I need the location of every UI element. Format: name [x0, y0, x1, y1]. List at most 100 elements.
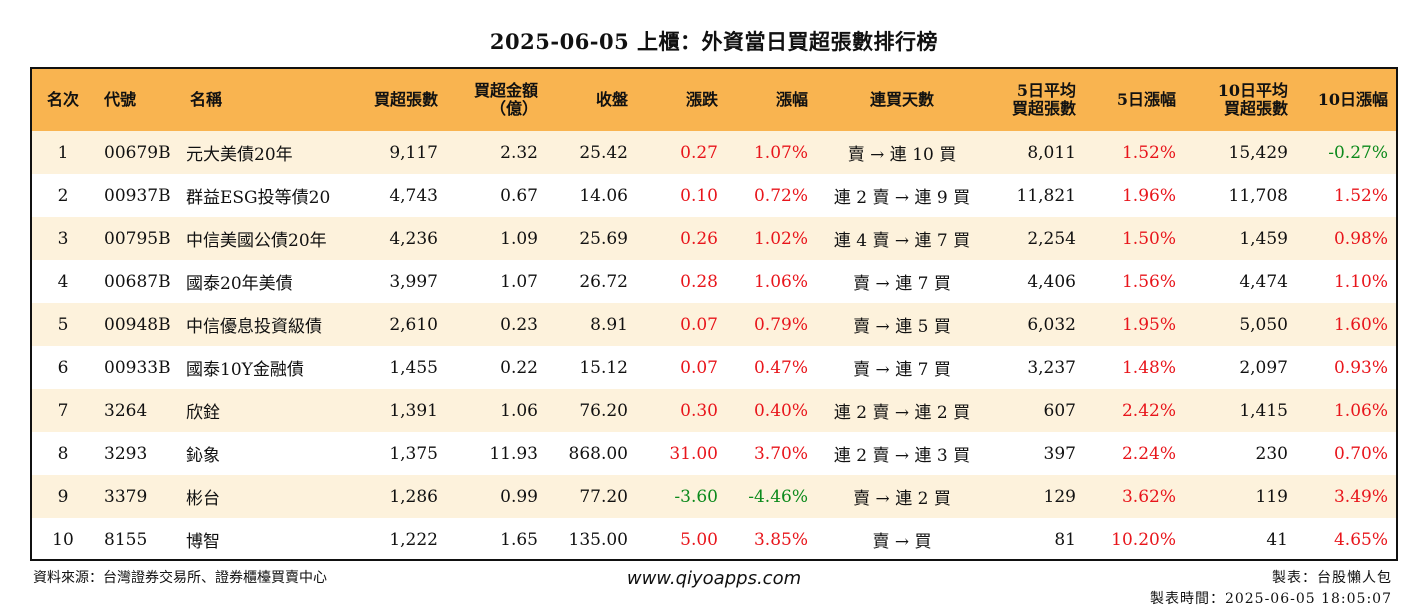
change-cell: 0.07 [680, 314, 718, 335]
change-pct-cell: -4.46% [748, 486, 808, 507]
avg5-cell: 4,406 [1027, 271, 1076, 292]
change-pct-cell: 3.85% [753, 529, 808, 550]
code-cell: 3264 [104, 400, 148, 421]
table-row: 9 3379 彬台 1,286 0.99 77.20 -3.60 -4.46% 賣 → 連 2 … [32, 475, 1396, 518]
header-avg10-line2: 買超張數 [1223, 99, 1288, 118]
header-chg5: 5日漲幅 [1116, 90, 1176, 109]
header-net-buy-lots: 買超張數 [373, 90, 438, 109]
code-cell: 00948B [104, 314, 171, 335]
avg10-cell: 11,708 [1228, 185, 1288, 206]
avg10-cell: 1,415 [1239, 400, 1288, 421]
chg5-cell: 1.48% [1121, 357, 1176, 378]
header-rank: 名次 [46, 90, 79, 109]
chg5-cell: 1.52% [1121, 142, 1176, 163]
name-cell: 國泰10Y金融債 [186, 360, 304, 380]
avg10-cell: 119 [1255, 486, 1288, 507]
net-buy-amount-cell: 0.67 [500, 185, 538, 206]
name-cell: 國泰20年美債 [186, 274, 293, 294]
table-row: 3 00795B 中信美國公債20年 4,236 1.09 25.69 0.26 1.02% 連… [32, 217, 1396, 260]
ranking-table: 名次 代號 名稱 買超張數 買超金額 （億） 收盤 漲跌 漲幅 連買天數 5日平… [32, 69, 1396, 559]
chg5-cell: 3.62% [1121, 486, 1176, 507]
avg5-cell: 397 [1043, 443, 1076, 464]
avg10-cell: 2,097 [1239, 357, 1288, 378]
change-cell: 5.00 [680, 529, 718, 550]
table-body: 1 00679B 元大美債20年 9,117 2.32 25.42 0.27 1.07% 賣 →… [32, 131, 1396, 559]
net-buy-lots-cell: 1,222 [389, 529, 438, 550]
chg5-cell: 1.95% [1121, 314, 1176, 335]
name-cell: 群益ESG投等債20 [186, 188, 331, 208]
rank-cell: 5 [57, 314, 69, 335]
close-cell: 25.42 [579, 142, 628, 163]
code-cell: 3379 [104, 486, 148, 507]
table-row: 8 3293 鈊象 1,375 11.93 868.00 31.00 3.70% 連 2 賣 →… [32, 432, 1396, 475]
chg10-cell: 0.98% [1333, 228, 1388, 249]
table-row: 1 00679B 元大美債20年 9,117 2.32 25.42 0.27 1.07% 賣 →… [32, 131, 1396, 174]
name-cell: 博智 [186, 532, 220, 552]
header-chg10: 10日漲幅 [1317, 90, 1388, 109]
name-cell: 彬台 [186, 489, 220, 509]
data-source: 資料來源：台灣證券交易所、證券櫃檯買賣中心 [33, 570, 327, 586]
net-buy-lots-cell: 3,997 [389, 271, 438, 292]
change-pct-cell: 1.06% [753, 271, 808, 292]
chg10-cell: 1.10% [1333, 271, 1388, 292]
chg10-cell: 4.65% [1333, 529, 1388, 550]
table-row: 5 00948B 中信優息投資級債 2,610 0.23 8.91 0.07 0.79% 賣 →… [32, 303, 1396, 346]
close-cell: 25.69 [579, 228, 628, 249]
avg5-cell: 81 [1054, 529, 1076, 550]
rank-cell: 8 [57, 443, 69, 464]
table-row: 7 3264 欣銓 1,391 1.06 76.20 0.30 0.40% 連 2 賣 → 連 … [32, 389, 1396, 432]
streak-cell: 連 2 賣 → 連 9 買 [833, 188, 971, 208]
net-buy-lots-cell: 1,455 [389, 357, 438, 378]
code-cell: 00687B [104, 271, 171, 292]
chg10-cell: 3.49% [1333, 486, 1388, 507]
name-cell: 中信優息投資級債 [186, 317, 322, 337]
name-cell: 元大美債20年 [186, 145, 293, 165]
name-cell: 欣銓 [186, 403, 220, 423]
net-buy-amount-cell: 0.23 [500, 314, 538, 335]
close-cell: 77.20 [579, 486, 628, 507]
avg5-cell: 3,237 [1027, 357, 1076, 378]
avg10-cell: 15,429 [1228, 142, 1288, 163]
close-cell: 26.72 [579, 271, 628, 292]
chg5-cell: 1.56% [1121, 271, 1176, 292]
table-header-row: 名次 代號 名稱 買超張數 買超金額 （億） 收盤 漲跌 漲幅 連買天數 5日平… [32, 69, 1396, 131]
net-buy-amount-cell: 11.93 [489, 443, 538, 464]
close-cell: 868.00 [568, 443, 628, 464]
rank-cell: 6 [57, 357, 69, 378]
net-buy-lots-cell: 9,117 [389, 142, 438, 163]
chg10-cell: 0.93% [1333, 357, 1388, 378]
close-cell: 76.20 [579, 400, 628, 421]
avg5-cell: 6,032 [1027, 314, 1076, 335]
chg5-cell: 10.20% [1111, 529, 1176, 550]
header-name: 名稱 [190, 90, 223, 109]
rank-cell: 4 [57, 271, 69, 292]
header-net-buy-amount-line1: 買超金額 [473, 81, 538, 100]
streak-cell: 賣 → 連 10 買 [847, 145, 957, 165]
chg10-cell: 1.52% [1333, 185, 1388, 206]
code-cell: 8155 [104, 529, 148, 550]
change-pct-cell: 1.02% [753, 228, 808, 249]
change-pct-cell: 0.79% [753, 314, 808, 335]
code-cell: 00795B [104, 228, 171, 249]
chg5-cell: 1.96% [1121, 185, 1176, 206]
header-net-buy-amount: 買超金額 （億） [450, 69, 550, 131]
header-avg5: 5日平均 買超張數 [984, 69, 1088, 131]
net-buy-lots-cell: 1,375 [389, 443, 438, 464]
chg5-cell: 2.24% [1121, 443, 1176, 464]
net-buy-amount-cell: 1.65 [500, 529, 538, 550]
avg5-cell: 607 [1043, 400, 1076, 421]
table-row: 6 00933B 國泰10Y金融債 1,455 0.22 15.12 0.07 0.47% 賣 … [32, 346, 1396, 389]
avg5-cell: 8,011 [1027, 142, 1076, 163]
avg10-cell: 4,474 [1239, 271, 1288, 292]
avg10-cell: 230 [1255, 443, 1288, 464]
close-cell: 15.12 [579, 357, 628, 378]
net-buy-amount-cell: 0.22 [500, 357, 538, 378]
website-link[interactable]: www.qiyoapps.com [626, 568, 802, 589]
table-row: 10 8155 博智 1,222 1.65 135.00 5.00 3.85% 賣 → 買 81 1… [32, 518, 1396, 559]
streak-cell: 賣 → 連 7 買 [853, 360, 951, 380]
rank-cell: 1 [57, 142, 69, 163]
streak-cell: 連 2 賣 → 連 2 買 [833, 403, 971, 423]
made-time: 製表時間：2025-06-05 18:05:07 [1149, 591, 1392, 607]
chg10-cell: 0.70% [1333, 443, 1388, 464]
streak-cell: 連 4 賣 → 連 7 買 [833, 231, 971, 251]
